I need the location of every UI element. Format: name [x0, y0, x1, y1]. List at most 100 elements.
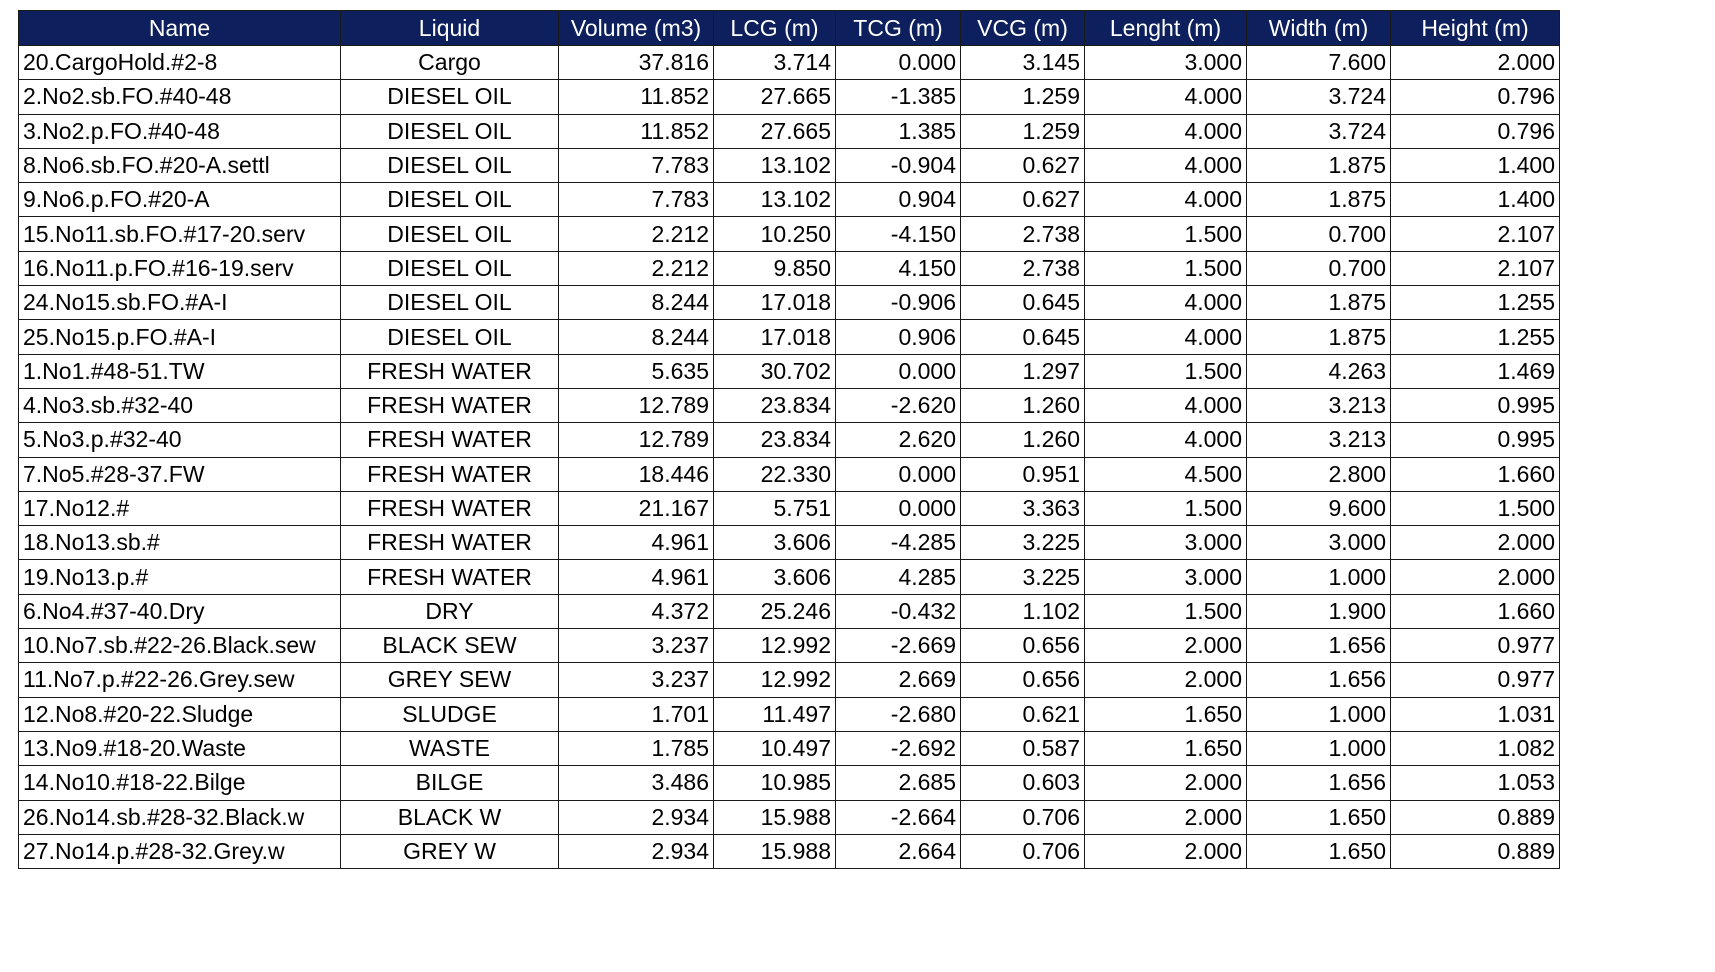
cell-volume: 2.934: [558, 799, 714, 835]
cell-length: 1.500: [1084, 593, 1247, 630]
cell-width: 1.656: [1246, 765, 1391, 801]
table-row: 12.No8.#20-22.Sludge SLUDGE 1.701 11.497 -2.…: [18, 696, 1560, 732]
cell-width: 1.656: [1246, 662, 1391, 698]
cell-liquid: FRESH WATER: [340, 422, 559, 458]
cell-width: 1.650: [1246, 799, 1391, 835]
cell-vcg: 0.706: [960, 799, 1085, 835]
cell-lcg: 25.246: [713, 593, 836, 630]
cell-name: 26.No14.sb.#28-32.Black.w: [18, 799, 341, 835]
cell-volume: 37.816: [558, 44, 714, 81]
cell-volume: 2.212: [558, 250, 714, 287]
table-row: 16.No11.p.FO.#16-19.serv DIESEL OIL 2.212 9…: [18, 250, 1560, 287]
cell-width: 3.000: [1246, 525, 1391, 561]
cell-length: 2.000: [1084, 799, 1247, 835]
table-row: 18.No13.sb.# FRESH WATER 4.961 3.606 -4.285 3…: [18, 525, 1560, 561]
cell-vcg: 3.225: [960, 525, 1085, 561]
table-row: 7.No5.#28-37.FW FRESH WATER 18.446 22.330 0.…: [18, 456, 1560, 492]
cell-name: 10.No7.sb.#22-26.Black.sew: [18, 628, 341, 664]
table-row: 2.No2.sb.FO.#40-48 DIESEL OIL 11.852 27.665…: [18, 79, 1560, 115]
cell-lcg: 10.985: [713, 765, 836, 801]
cell-width: 3.724: [1246, 79, 1391, 115]
cell-length: 4.000: [1084, 113, 1247, 149]
cell-vcg: 1.297: [960, 353, 1085, 389]
cell-length: 4.000: [1084, 147, 1247, 184]
cell-volume: 12.789: [558, 387, 714, 424]
cell-height: 1.660: [1390, 456, 1560, 492]
table-row: 25.No15.p.FO.#A-I DIESEL OIL 8.244 17.018 0.…: [18, 319, 1560, 355]
table-row: 4.No3.sb.#32-40 FRESH WATER 12.789 23.834 -2…: [18, 387, 1560, 424]
cell-width: 3.724: [1246, 113, 1391, 149]
cell-height: 0.977: [1390, 628, 1560, 664]
cell-name: 18.No13.sb.#: [18, 525, 341, 561]
cell-length: 2.000: [1084, 662, 1247, 698]
table-row: 17.No12.# FRESH WATER 21.167 5.751 0.000 3.36…: [18, 490, 1560, 527]
cell-length: 3.000: [1084, 525, 1247, 561]
cell-tcg: -2.680: [835, 696, 961, 732]
cell-width: 1.000: [1246, 559, 1391, 595]
cell-liquid: DIESEL OIL: [340, 113, 559, 149]
cell-liquid: Cargo: [340, 44, 559, 81]
cell-lcg: 22.330: [713, 456, 836, 492]
cell-tcg: 0.904: [835, 182, 961, 218]
table-row: 9.No6.p.FO.#20-A DIESEL OIL 7.783 13.102 0.9…: [18, 182, 1560, 218]
table-header: Name Liquid Volume (m3) LCG (m) TCG (m) VCG (…: [18, 10, 1560, 46]
cell-vcg: 0.656: [960, 628, 1085, 664]
cell-vcg: 0.587: [960, 730, 1085, 767]
tank-table: Name Liquid Volume (m3) LCG (m) TCG (m) VCG (…: [18, 10, 1560, 870]
cell-liquid: GREY W: [340, 833, 559, 870]
cell-length: 4.000: [1084, 422, 1247, 458]
cell-vcg: 0.656: [960, 662, 1085, 698]
cell-vcg: 1.259: [960, 113, 1085, 149]
cell-length: 4.000: [1084, 387, 1247, 424]
cell-vcg: 0.627: [960, 182, 1085, 218]
cell-lcg: 13.102: [713, 147, 836, 184]
cell-liquid: FRESH WATER: [340, 353, 559, 389]
cell-volume: 12.789: [558, 422, 714, 458]
cell-name: 20.CargoHold.#2-8: [18, 44, 341, 81]
cell-tcg: -1.385: [835, 79, 961, 115]
cell-name: 24.No15.sb.FO.#A-I: [18, 285, 341, 321]
cell-height: 2.000: [1390, 559, 1560, 595]
cell-tcg: -2.664: [835, 799, 961, 835]
cell-width: 1.650: [1246, 833, 1391, 870]
cell-width: 1.000: [1246, 696, 1391, 732]
cell-volume: 3.237: [558, 662, 714, 698]
cell-length: 2.000: [1084, 765, 1247, 801]
cell-width: 1.656: [1246, 628, 1391, 664]
cell-liquid: DIESEL OIL: [340, 285, 559, 321]
cell-length: 4.000: [1084, 319, 1247, 355]
cell-liquid: FRESH WATER: [340, 387, 559, 424]
cell-tcg: 1.385: [835, 113, 961, 149]
cell-height: 1.469: [1390, 353, 1560, 389]
cell-height: 1.400: [1390, 182, 1560, 218]
cell-tcg: 0.000: [835, 353, 961, 389]
cell-lcg: 11.497: [713, 696, 836, 732]
column-header-volume: Volume (m3): [558, 10, 714, 46]
cell-name: 17.No12.#: [18, 490, 341, 527]
cell-width: 3.213: [1246, 387, 1391, 424]
cell-length: 4.000: [1084, 182, 1247, 218]
table-row: 8.No6.sb.FO.#20-A.settl DIESEL OIL 7.783 13…: [18, 147, 1560, 184]
cell-name: 25.No15.p.FO.#A-I: [18, 319, 341, 355]
cell-length: 3.000: [1084, 44, 1247, 81]
table-row: 13.No9.#18-20.Waste WASTE 1.785 10.497 -2.69…: [18, 730, 1560, 767]
cell-lcg: 23.834: [713, 387, 836, 424]
cell-lcg: 3.714: [713, 44, 836, 81]
cell-volume: 8.244: [558, 319, 714, 355]
cell-volume: 11.852: [558, 79, 714, 115]
cell-height: 0.995: [1390, 422, 1560, 458]
cell-name: 7.No5.#28-37.FW: [18, 456, 341, 492]
cell-volume: 21.167: [558, 490, 714, 527]
cell-width: 1.875: [1246, 182, 1391, 218]
cell-vcg: 1.260: [960, 387, 1085, 424]
cell-volume: 11.852: [558, 113, 714, 149]
cell-liquid: FRESH WATER: [340, 456, 559, 492]
cell-volume: 4.372: [558, 593, 714, 630]
cell-height: 0.889: [1390, 833, 1560, 870]
column-header-liquid: Liquid: [340, 10, 559, 46]
cell-volume: 8.244: [558, 285, 714, 321]
cell-volume: 1.701: [558, 696, 714, 732]
cell-vcg: 0.645: [960, 285, 1085, 321]
cell-liquid: DIESEL OIL: [340, 79, 559, 115]
cell-volume: 4.961: [558, 559, 714, 595]
